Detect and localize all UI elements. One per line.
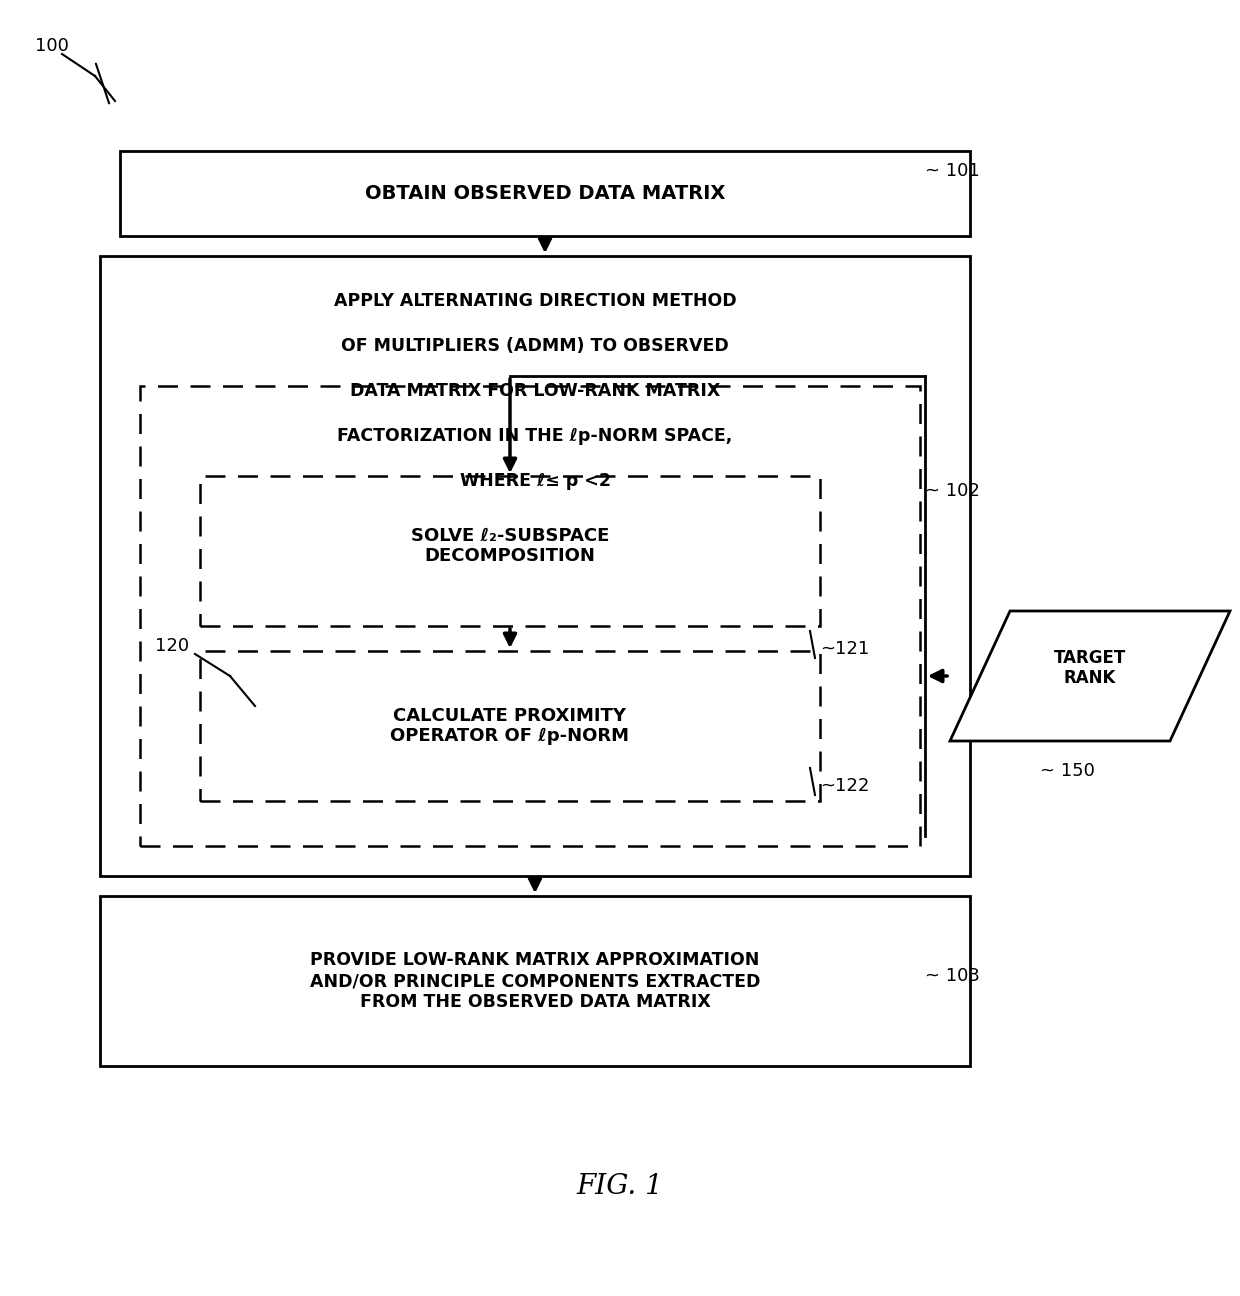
Text: ~ 102: ~ 102 [925,482,980,500]
FancyBboxPatch shape [200,651,820,801]
Text: ~ 101: ~ 101 [925,162,980,180]
Text: ~121: ~121 [820,640,869,658]
Text: OF MULTIPLIERS (ADMM) TO OBSERVED: OF MULTIPLIERS (ADMM) TO OBSERVED [341,337,729,355]
FancyBboxPatch shape [120,152,970,236]
Text: FIG. 1: FIG. 1 [577,1173,663,1200]
Text: OBTAIN OBSERVED DATA MATRIX: OBTAIN OBSERVED DATA MATRIX [365,184,725,203]
FancyBboxPatch shape [100,896,970,1067]
Text: 120: 120 [155,638,190,654]
FancyBboxPatch shape [200,476,820,626]
Text: TARGET
RANK: TARGET RANK [1054,648,1126,687]
Text: DATA MATRIX FOR LOW-RANK MATRIX: DATA MATRIX FOR LOW-RANK MATRIX [350,382,720,400]
Text: APPLY ALTERNATING DIRECTION METHOD: APPLY ALTERNATING DIRECTION METHOD [334,292,737,310]
Text: PROVIDE LOW-RANK MATRIX APPROXIMATION
AND/OR PRINCIPLE COMPONENTS EXTRACTED
FROM: PROVIDE LOW-RANK MATRIX APPROXIMATION AN… [310,951,760,1011]
Text: 100: 100 [35,38,69,54]
Text: FACTORIZATION IN THE ℓp-NORM SPACE,: FACTORIZATION IN THE ℓp-NORM SPACE, [337,426,733,445]
FancyBboxPatch shape [100,257,970,876]
Polygon shape [950,610,1230,741]
Text: ~122: ~122 [820,778,869,794]
Text: ~ 150: ~ 150 [1040,762,1095,780]
Text: CALCULATE PROXIMITY
OPERATOR OF ℓp-NORM: CALCULATE PROXIMITY OPERATOR OF ℓp-NORM [391,706,630,745]
Text: ~ 103: ~ 103 [925,967,980,985]
Text: SOLVE ℓ₂-SUBSPACE
DECOMPOSITION: SOLVE ℓ₂-SUBSPACE DECOMPOSITION [410,526,609,565]
FancyBboxPatch shape [140,386,920,846]
Text: WHERE ℓ≤ p <2: WHERE ℓ≤ p <2 [460,472,610,490]
